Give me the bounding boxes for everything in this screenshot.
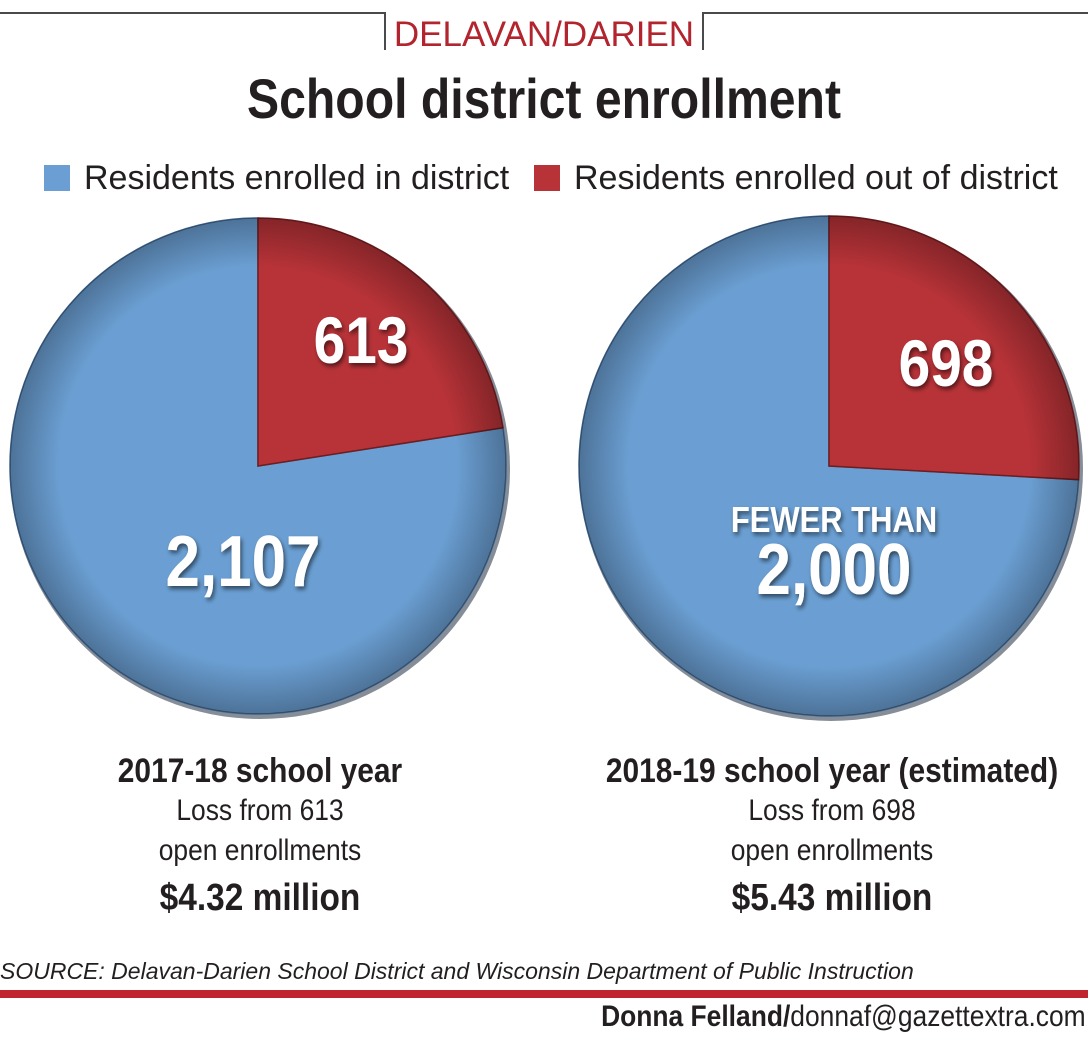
credit: Donna Felland/donnaf@gazettextra.com bbox=[601, 1000, 1086, 1034]
kicker-tick-left bbox=[384, 12, 386, 50]
credit-author: Donna Felland/ bbox=[601, 1000, 791, 1033]
kicker: DELAVAN/DARIEN bbox=[393, 15, 695, 54]
slice-label-in-district: 2,000 bbox=[757, 530, 912, 610]
legend-label-in-district: Residents enrolled in district bbox=[84, 158, 510, 197]
pie-rim-shade bbox=[10, 218, 506, 714]
caption-loss-line: Loss from 613 bbox=[176, 794, 344, 827]
caption-loss-line: Loss from 698 bbox=[748, 794, 916, 827]
legend-item-in-district: Residents enrolled in district bbox=[44, 158, 509, 198]
slice-label-in-district: 2,107 bbox=[166, 522, 321, 602]
pie-rim-shade bbox=[579, 216, 1079, 716]
source-note: SOURCE: Delavan-Darien School District a… bbox=[0, 958, 914, 984]
kicker-tick-right bbox=[702, 12, 704, 50]
caption-money: $4.32 million bbox=[159, 877, 361, 919]
legend-swatch-out-of-district bbox=[534, 165, 560, 191]
caption-year: 2017-18 school year bbox=[117, 752, 403, 790]
slice-label-prefix: FEWER THAN bbox=[731, 501, 937, 541]
legend-item-out-of-district: Residents enrolled out of district bbox=[534, 158, 1058, 198]
legend-swatch-in-district bbox=[44, 165, 70, 191]
caption-2018-19: 2018-19 school year (estimated) Loss fro… bbox=[572, 752, 1088, 920]
chart-title: School district enrollment bbox=[246, 67, 842, 130]
kicker-rule-left bbox=[0, 12, 386, 14]
kicker-rule-right bbox=[702, 12, 1088, 14]
credit-email: donnaf@gazettextra.com bbox=[790, 1000, 1086, 1033]
bottom-rule bbox=[0, 990, 1088, 998]
caption-year: 2018-19 school year (estimated) bbox=[605, 752, 1059, 790]
caption-open-enrollments: open enrollments bbox=[730, 834, 934, 867]
slice-label-out-of-district: 613 bbox=[314, 304, 409, 378]
caption-2017-18: 2017-18 school year Loss from 613 open e… bbox=[0, 752, 520, 920]
slice-label-out-of-district: 698 bbox=[899, 327, 994, 401]
caption-money: $5.43 million bbox=[731, 877, 933, 919]
caption-open-enrollments: open enrollments bbox=[158, 834, 362, 867]
legend-label-out-of-district: Residents enrolled out of district bbox=[574, 158, 1058, 197]
